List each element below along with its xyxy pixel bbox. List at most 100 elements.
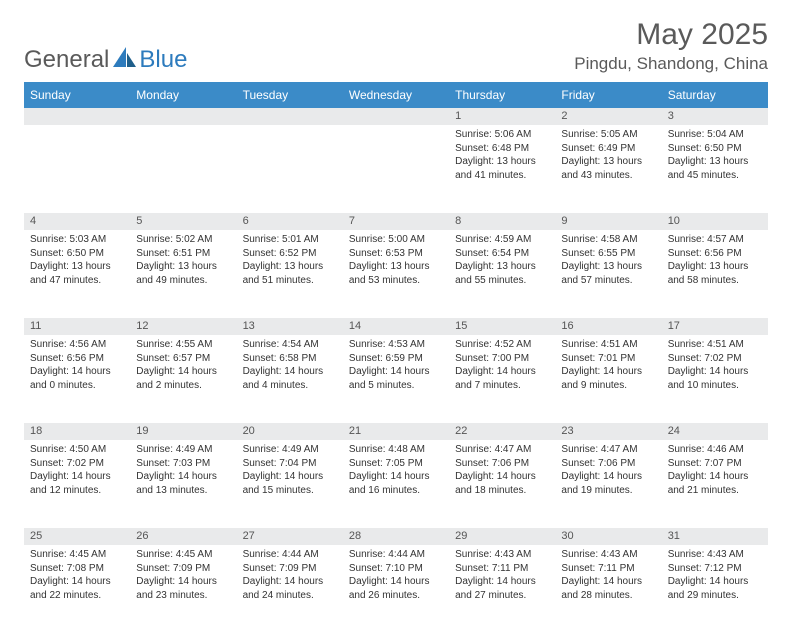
day-content-cell: Sunrise: 4:43 AMSunset: 7:11 PMDaylight:… — [555, 545, 661, 633]
day-content-cell: Sunrise: 4:57 AMSunset: 6:56 PMDaylight:… — [662, 230, 768, 318]
daylight-line: Daylight: 14 hours and 19 minutes. — [561, 470, 655, 497]
day-number-cell: 31 — [662, 528, 768, 545]
daylight-line: Daylight: 14 hours and 22 minutes. — [30, 575, 124, 602]
day-content-cell: Sunrise: 4:44 AMSunset: 7:09 PMDaylight:… — [237, 545, 343, 633]
sunset-line: Sunset: 6:50 PM — [668, 142, 762, 156]
sunset-line: Sunset: 7:00 PM — [455, 352, 549, 366]
daylight-line: Daylight: 13 hours and 49 minutes. — [136, 260, 230, 287]
day-number: 19 — [130, 423, 236, 439]
daylight-line: Daylight: 13 hours and 43 minutes. — [561, 155, 655, 182]
day-content-cell — [24, 125, 130, 213]
day-content-cell: Sunrise: 4:47 AMSunset: 7:06 PMDaylight:… — [449, 440, 555, 528]
sunrise-line: Sunrise: 5:04 AM — [668, 128, 762, 142]
day-details: Sunrise: 5:06 AMSunset: 6:48 PMDaylight:… — [449, 125, 555, 188]
sunset-line: Sunset: 7:05 PM — [349, 457, 443, 471]
day-content-cell: Sunrise: 4:49 AMSunset: 7:04 PMDaylight:… — [237, 440, 343, 528]
day-number-cell — [343, 108, 449, 125]
sunrise-line: Sunrise: 5:05 AM — [561, 128, 655, 142]
sunset-line: Sunset: 6:58 PM — [243, 352, 337, 366]
weekday-header: Wednesday — [343, 82, 449, 108]
day-details: Sunrise: 4:54 AMSunset: 6:58 PMDaylight:… — [237, 335, 343, 398]
sunset-line: Sunset: 7:02 PM — [30, 457, 124, 471]
sunset-line: Sunset: 7:11 PM — [561, 562, 655, 576]
sunrise-line: Sunrise: 4:43 AM — [455, 548, 549, 562]
daylight-line: Daylight: 14 hours and 2 minutes. — [136, 365, 230, 392]
day-number: 12 — [130, 318, 236, 334]
sunrise-line: Sunrise: 4:46 AM — [668, 443, 762, 457]
sunset-line: Sunset: 6:59 PM — [349, 352, 443, 366]
day-number: 31 — [662, 528, 768, 544]
day-content-cell: Sunrise: 4:48 AMSunset: 7:05 PMDaylight:… — [343, 440, 449, 528]
day-number: 10 — [662, 213, 768, 229]
day-content-cell: Sunrise: 4:53 AMSunset: 6:59 PMDaylight:… — [343, 335, 449, 423]
day-details: Sunrise: 4:56 AMSunset: 6:56 PMDaylight:… — [24, 335, 130, 398]
day-number-cell: 13 — [237, 318, 343, 335]
day-details: Sunrise: 4:51 AMSunset: 7:02 PMDaylight:… — [662, 335, 768, 398]
day-number-cell: 7 — [343, 213, 449, 230]
sunset-line: Sunset: 7:09 PM — [243, 562, 337, 576]
day-number-cell: 27 — [237, 528, 343, 545]
day-number: 28 — [343, 528, 449, 544]
day-number-cell: 28 — [343, 528, 449, 545]
daylight-line: Daylight: 13 hours and 57 minutes. — [561, 260, 655, 287]
day-details: Sunrise: 4:58 AMSunset: 6:55 PMDaylight:… — [555, 230, 661, 293]
sunrise-line: Sunrise: 5:06 AM — [455, 128, 549, 142]
daylight-line: Daylight: 14 hours and 12 minutes. — [30, 470, 124, 497]
day-details: Sunrise: 5:03 AMSunset: 6:50 PMDaylight:… — [24, 230, 130, 293]
day-number: 25 — [24, 528, 130, 544]
sunrise-line: Sunrise: 4:43 AM — [561, 548, 655, 562]
day-details: Sunrise: 4:43 AMSunset: 7:11 PMDaylight:… — [555, 545, 661, 608]
day-number-cell: 11 — [24, 318, 130, 335]
day-number-cell: 19 — [130, 423, 236, 440]
day-number-cell: 29 — [449, 528, 555, 545]
sunset-line: Sunset: 6:53 PM — [349, 247, 443, 261]
day-number-cell — [130, 108, 236, 125]
sunrise-line: Sunrise: 4:45 AM — [136, 548, 230, 562]
header: General Blue May 2025 Pingdu, Shandong, … — [24, 18, 768, 74]
daylight-line: Daylight: 14 hours and 24 minutes. — [243, 575, 337, 602]
day-number: 30 — [555, 528, 661, 544]
weekday-header: Thursday — [449, 82, 555, 108]
day-number-cell: 9 — [555, 213, 661, 230]
sunset-line: Sunset: 7:06 PM — [561, 457, 655, 471]
sunset-line: Sunset: 7:03 PM — [136, 457, 230, 471]
day-details: Sunrise: 4:53 AMSunset: 6:59 PMDaylight:… — [343, 335, 449, 398]
daylight-line: Daylight: 14 hours and 13 minutes. — [136, 470, 230, 497]
day-number-cell: 3 — [662, 108, 768, 125]
daylight-line: Daylight: 14 hours and 10 minutes. — [668, 365, 762, 392]
sunrise-line: Sunrise: 4:51 AM — [561, 338, 655, 352]
daylight-line: Daylight: 13 hours and 53 minutes. — [349, 260, 443, 287]
sunrise-line: Sunrise: 4:55 AM — [136, 338, 230, 352]
day-number-cell: 25 — [24, 528, 130, 545]
daylight-line: Daylight: 14 hours and 7 minutes. — [455, 365, 549, 392]
day-content-cell: Sunrise: 4:52 AMSunset: 7:00 PMDaylight:… — [449, 335, 555, 423]
sunset-line: Sunset: 6:49 PM — [561, 142, 655, 156]
sunset-line: Sunset: 7:06 PM — [455, 457, 549, 471]
day-number: 21 — [343, 423, 449, 439]
daylight-line: Daylight: 14 hours and 9 minutes. — [561, 365, 655, 392]
day-number: 29 — [449, 528, 555, 544]
daylight-line: Daylight: 14 hours and 23 minutes. — [136, 575, 230, 602]
day-number: 8 — [449, 213, 555, 229]
weekday-header: Tuesday — [237, 82, 343, 108]
day-number-cell: 26 — [130, 528, 236, 545]
day-content-cell — [343, 125, 449, 213]
day-details: Sunrise: 4:43 AMSunset: 7:12 PMDaylight:… — [662, 545, 768, 608]
day-number-cell — [24, 108, 130, 125]
day-content-cell: Sunrise: 4:45 AMSunset: 7:08 PMDaylight:… — [24, 545, 130, 633]
day-content-row: Sunrise: 4:45 AMSunset: 7:08 PMDaylight:… — [24, 545, 768, 633]
sunrise-line: Sunrise: 4:52 AM — [455, 338, 549, 352]
day-content-cell: Sunrise: 4:46 AMSunset: 7:07 PMDaylight:… — [662, 440, 768, 528]
day-number: 26 — [130, 528, 236, 544]
day-content-row: Sunrise: 4:56 AMSunset: 6:56 PMDaylight:… — [24, 335, 768, 423]
day-number: 22 — [449, 423, 555, 439]
day-number: 5 — [130, 213, 236, 229]
weekday-header: Friday — [555, 82, 661, 108]
day-content-cell — [237, 125, 343, 213]
daylight-line: Daylight: 13 hours and 47 minutes. — [30, 260, 124, 287]
daylight-line: Daylight: 14 hours and 15 minutes. — [243, 470, 337, 497]
weekday-header: Monday — [130, 82, 236, 108]
sunrise-line: Sunrise: 4:59 AM — [455, 233, 549, 247]
day-details: Sunrise: 5:00 AMSunset: 6:53 PMDaylight:… — [343, 230, 449, 293]
sunrise-line: Sunrise: 4:43 AM — [668, 548, 762, 562]
